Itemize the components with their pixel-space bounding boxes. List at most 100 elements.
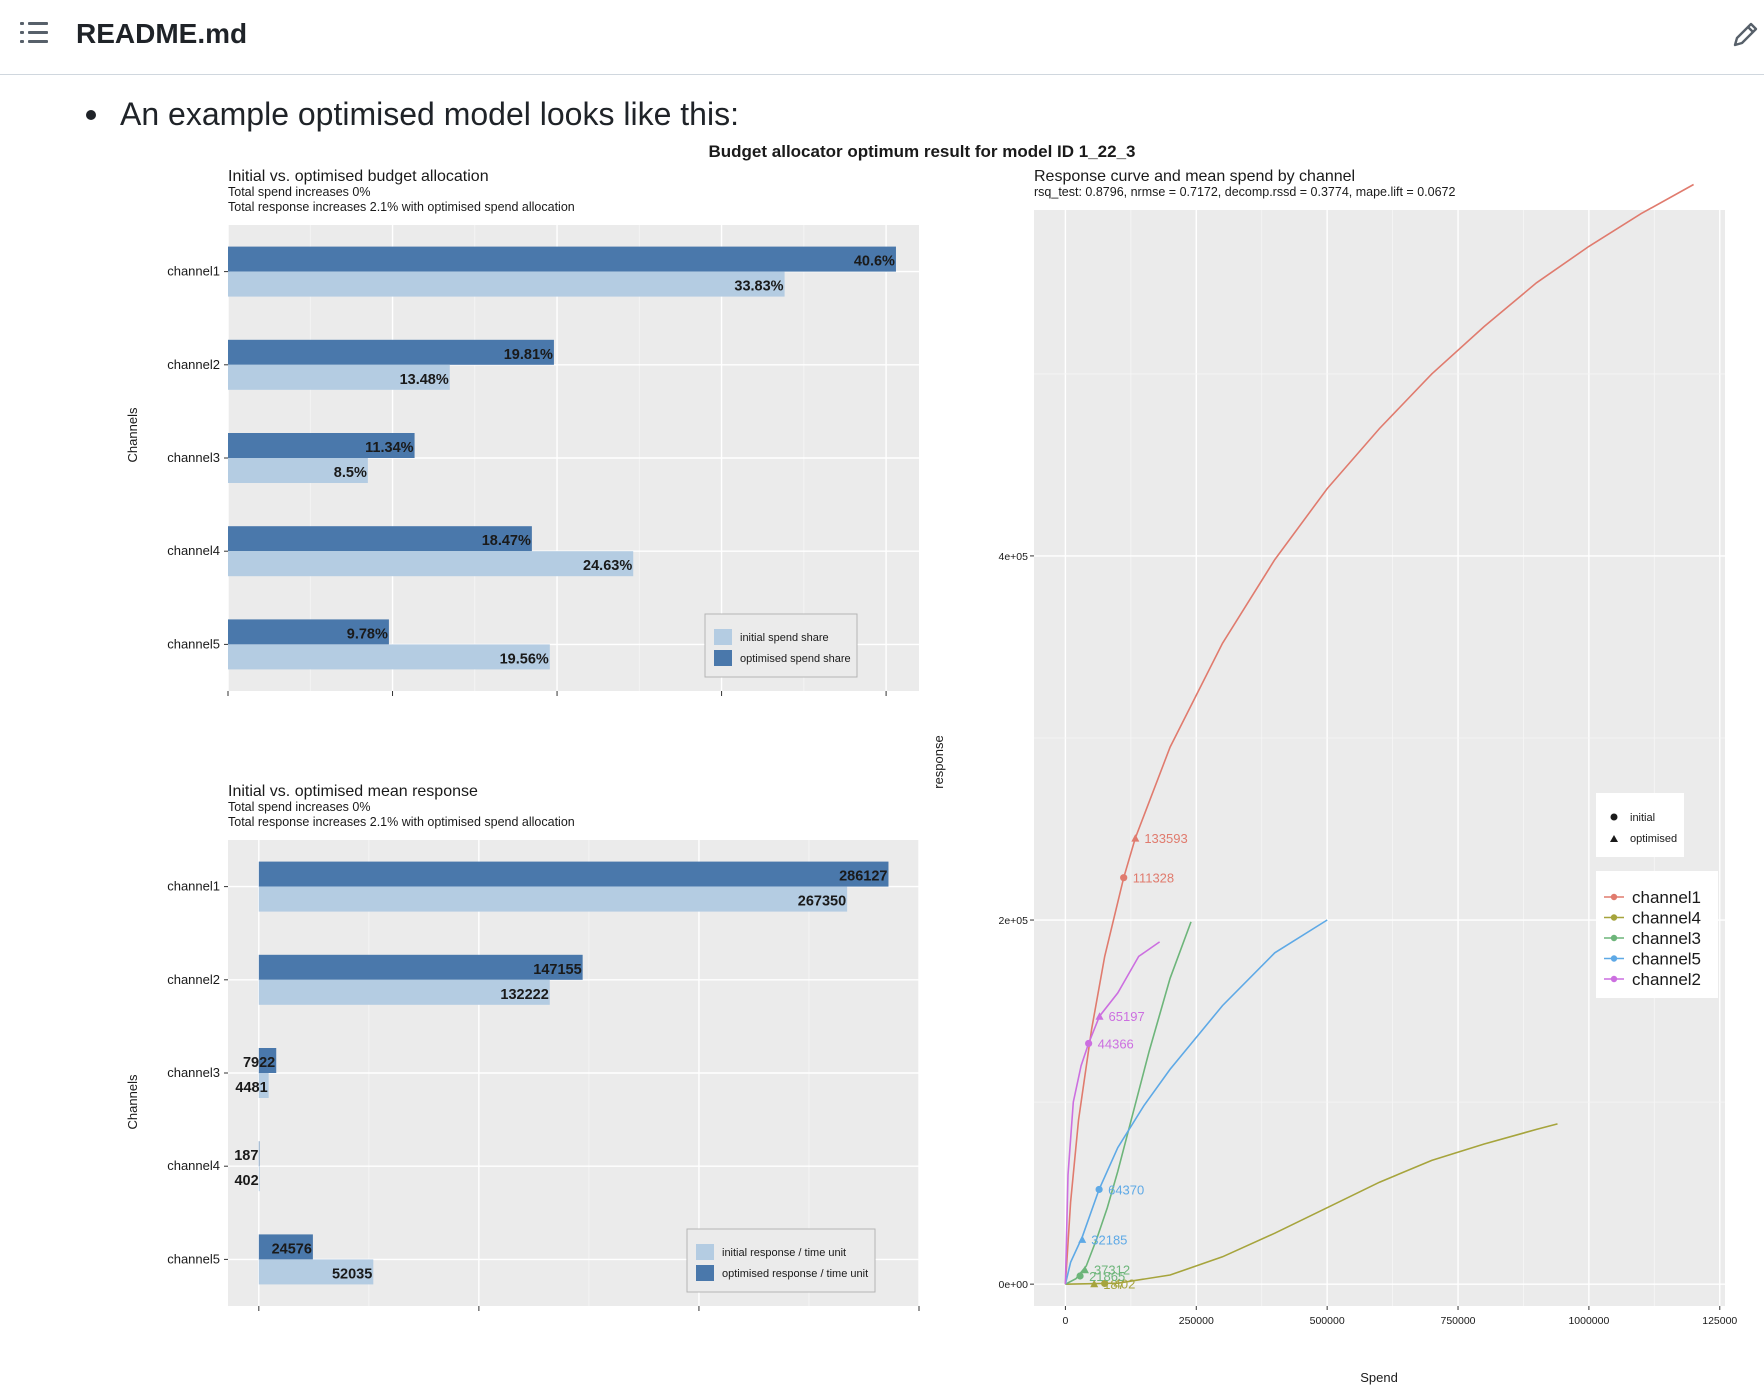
legend-label-channel3: channel3: [1632, 929, 1701, 948]
marker-label: 44366: [1098, 1036, 1134, 1051]
spend-legend-box: [704, 613, 858, 678]
robyn-allocator-figure: Budget allocator optimum result for mode…: [0, 140, 1764, 1398]
response-panel-bars: 286127 267350 147155 132222 7922 4481 187 402 24…: [234, 861, 889, 1285]
bar-initial: [258, 979, 550, 1005]
bar-optimised: [258, 1048, 277, 1073]
category-label: channel2: [167, 357, 220, 372]
bar-initial: [228, 271, 785, 297]
category-label: channel5: [167, 636, 220, 651]
legend-dot-channel1: [1610, 893, 1618, 901]
marker-optimised: [1078, 1235, 1087, 1243]
marker-initial: [1085, 1039, 1093, 1048]
shape-legend: initial optimised: [1596, 793, 1684, 857]
legend-dot-channel5: [1610, 955, 1618, 962]
spend-share-panel: Initial vs. optimised budget allocation …: [125, 168, 919, 696]
data-label-optimised: 19.81%: [504, 347, 553, 363]
initial-response-swatch: [696, 1244, 714, 1260]
file-header: README.md: [0, 0, 1764, 75]
marker-initial: [1076, 1272, 1084, 1280]
spend-panel-subtitle-1: Total spend increases 0%: [228, 185, 370, 199]
initial-point-key: [1610, 813, 1618, 821]
data-label-optimised: 9.78%: [347, 626, 388, 642]
bar-optimised: [258, 1234, 313, 1260]
y-tick-label: 0e+00: [999, 1279, 1029, 1291]
marker-initial: [1101, 1279, 1109, 1288]
optimised-spend-swatch: [714, 650, 732, 666]
curve-panel-background: [1034, 210, 1725, 1306]
marker-label: 32185: [1091, 1232, 1127, 1247]
bar-initial: [228, 364, 450, 390]
mean-response-panel: Initial vs. optimised mean response Tota…: [125, 783, 920, 1311]
curve-channel3: [1065, 921, 1192, 1285]
response-panel-subtitle-1: Total spend increases 0%: [228, 800, 370, 814]
marker-optimised: [1095, 1012, 1104, 1020]
shape-legend-box: [1596, 793, 1684, 857]
y-tick-label: 4e+05: [999, 551, 1029, 563]
spend-panel-ylabel: Channels: [125, 407, 140, 462]
marker-initial: [1120, 874, 1128, 882]
marker-label: 111328: [1133, 871, 1174, 886]
pencil-icon[interactable]: [1728, 18, 1762, 52]
marker-label: 65197: [1109, 1009, 1145, 1024]
category-label: channel2: [167, 972, 220, 987]
category-label: channel1: [167, 264, 220, 279]
bar-optimised: [228, 619, 389, 645]
marker-optimised: [1131, 834, 1140, 842]
legend-initial-spend: initial spend share: [740, 632, 829, 644]
marker-label: 402: [1114, 1276, 1136, 1291]
data-label-optimised: 187: [234, 1148, 258, 1164]
bar-initial: [258, 1073, 269, 1098]
category-label: channel4: [167, 543, 220, 558]
legend-label-channel4: channel4: [1632, 909, 1701, 928]
initial-spend-swatch: [714, 629, 732, 645]
x-tick-label: 0: [1062, 1315, 1068, 1327]
legend-label-channel1: channel1: [1632, 888, 1701, 907]
data-label-initial: 52035: [332, 1266, 372, 1282]
category-label: channel3: [167, 450, 220, 465]
legend-label-channel2: channel2: [1632, 970, 1701, 989]
legend-label-channel5: channel5: [1632, 950, 1701, 969]
legend-optimised: optimised: [1630, 833, 1677, 845]
bar-initial: [228, 458, 368, 483]
bar-initial: [228, 644, 550, 670]
optimised-point-key: [1610, 835, 1618, 842]
bar-optimised: [228, 339, 554, 365]
x-tick-label: 1000000: [1568, 1315, 1609, 1327]
spend-panel-subtitle-2: Total response increases 2.1% with optim…: [228, 200, 575, 214]
curve-panel-subtitle: rsq_test: 0.8796, nrmse = 0.7172, decomp…: [1034, 185, 1455, 199]
x-tick-label: 125000: [1702, 1315, 1737, 1327]
data-label-optimised: 286127: [839, 869, 887, 885]
spend-panel-title: Initial vs. optimised budget allocation: [228, 168, 489, 185]
bullet-marker: [86, 110, 96, 120]
bar-optimised: [228, 246, 896, 272]
data-label-optimised: 24576: [272, 1241, 312, 1257]
data-label-initial: 132222: [500, 987, 548, 1003]
data-label-optimised: 18.47%: [482, 533, 531, 549]
data-label-initial: 13.48%: [400, 372, 449, 388]
curve-channel4: [1065, 1123, 1558, 1285]
curve-panel-grid: 0 250000 500000 750000 1000000 125000 0e+00 2e+…: [999, 210, 1737, 1327]
data-label-initial: 402: [234, 1173, 258, 1189]
marker-label: 133593: [1144, 831, 1187, 846]
bar-optimised: [258, 861, 889, 887]
list-icon[interactable]: [18, 18, 52, 48]
legend-optimised-response: optimised response / time unit: [722, 1268, 868, 1280]
legend-initial: initial: [1630, 812, 1655, 824]
curve-panel-ylabel: response: [931, 735, 946, 788]
marker-label: 37312: [1094, 1263, 1130, 1278]
y-tick-label: 2e+05: [999, 915, 1029, 927]
data-label-optimised: 40.6%: [854, 254, 895, 270]
legend-initial-response: initial response / time unit: [722, 1247, 846, 1259]
response-panel-legend: initial response / time unit optimised r…: [686, 1228, 876, 1293]
bar-initial: [258, 1166, 260, 1192]
response-panel-subtitle-2: Total response increases 2.1% with optim…: [228, 815, 575, 829]
category-label: channel3: [167, 1065, 220, 1080]
data-label-optimised: 147155: [533, 962, 581, 978]
category-label: channel1: [167, 879, 220, 894]
data-label-initial: 19.56%: [500, 651, 549, 667]
bar-optimised: [258, 954, 583, 980]
spend-panel-bars: 40.6% 33.83% 19.81% 13.48% 11.34% 8.5% 18.47% 2…: [228, 246, 896, 670]
marker-label: 64370: [1108, 1182, 1144, 1197]
